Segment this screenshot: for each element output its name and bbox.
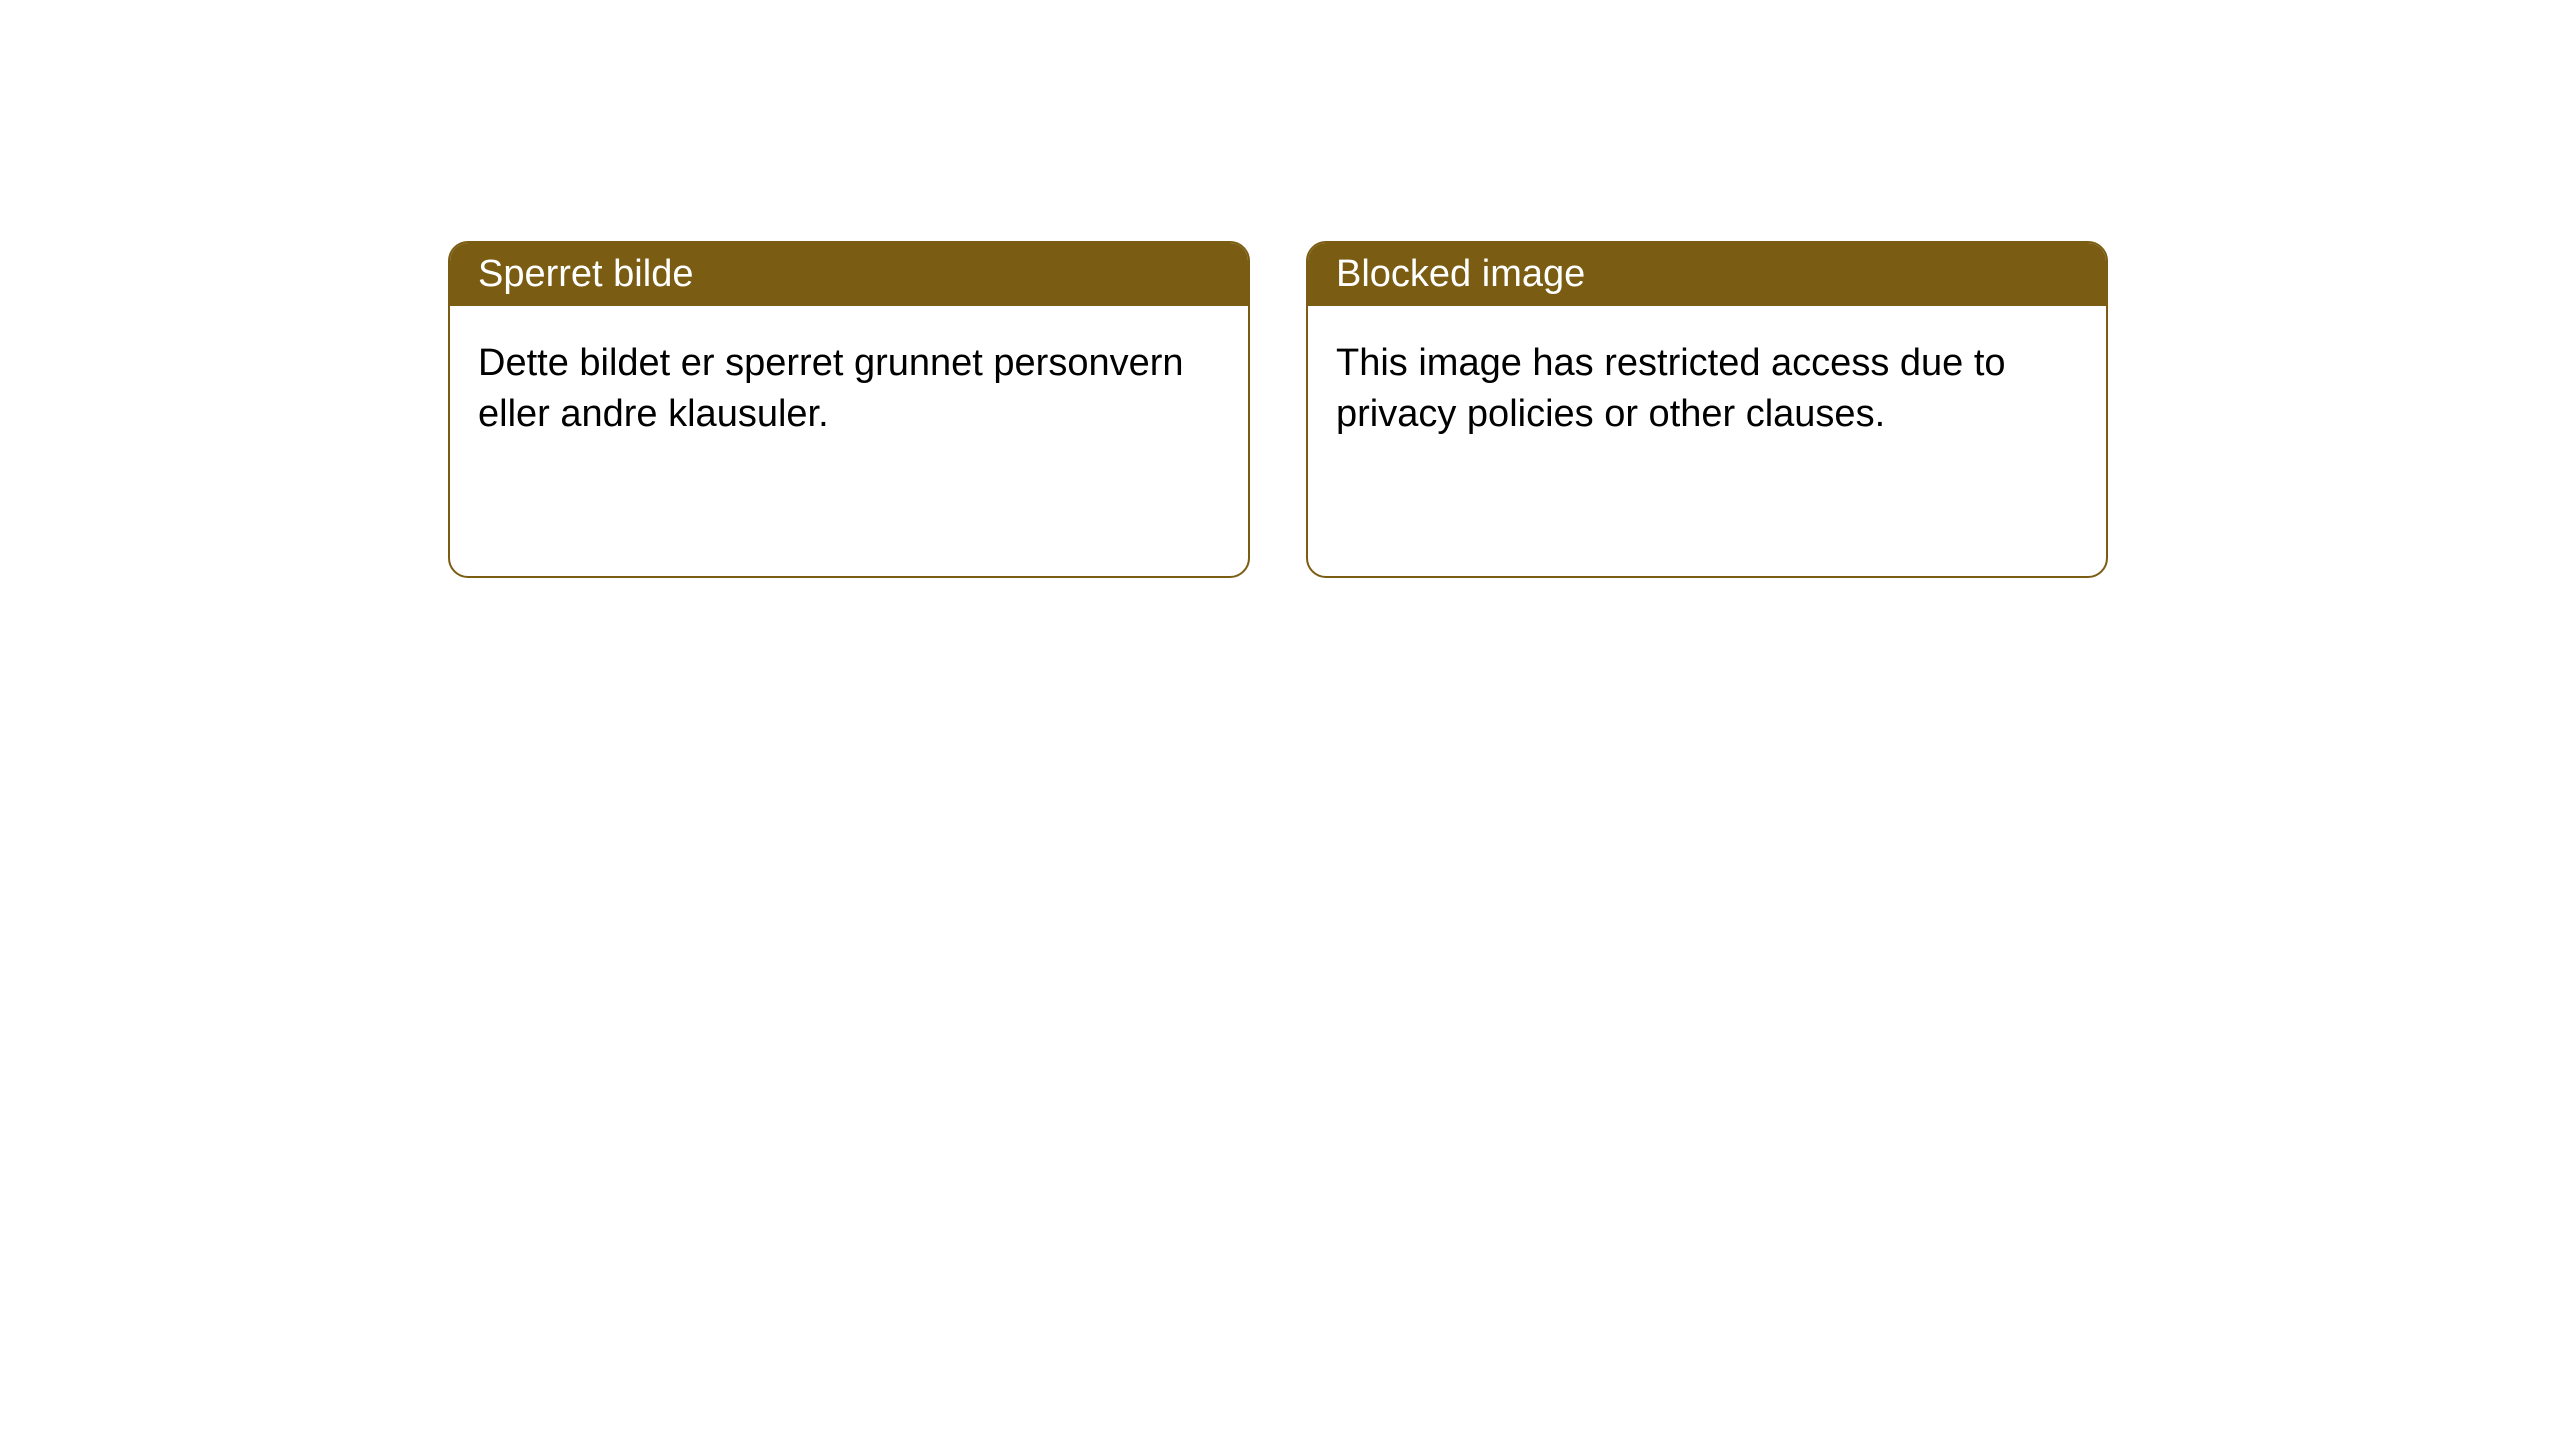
card-header: Sperret bilde (450, 243, 1248, 306)
card-title: Blocked image (1336, 253, 1585, 295)
card-header: Blocked image (1308, 243, 2106, 306)
card-body: This image has restricted access due to … (1308, 306, 2106, 473)
card-body: Dette bildet er sperret grunnet personve… (450, 306, 1248, 473)
card-title: Sperret bilde (478, 253, 693, 295)
card-message: This image has restricted access due to … (1336, 342, 2006, 435)
card-message: Dette bildet er sperret grunnet personve… (478, 342, 1184, 435)
blocked-image-card-no: Sperret bilde Dette bildet er sperret gr… (448, 241, 1250, 578)
blocked-image-card-en: Blocked image This image has restricted … (1306, 241, 2108, 578)
cards-container: Sperret bilde Dette bildet er sperret gr… (0, 0, 2560, 578)
